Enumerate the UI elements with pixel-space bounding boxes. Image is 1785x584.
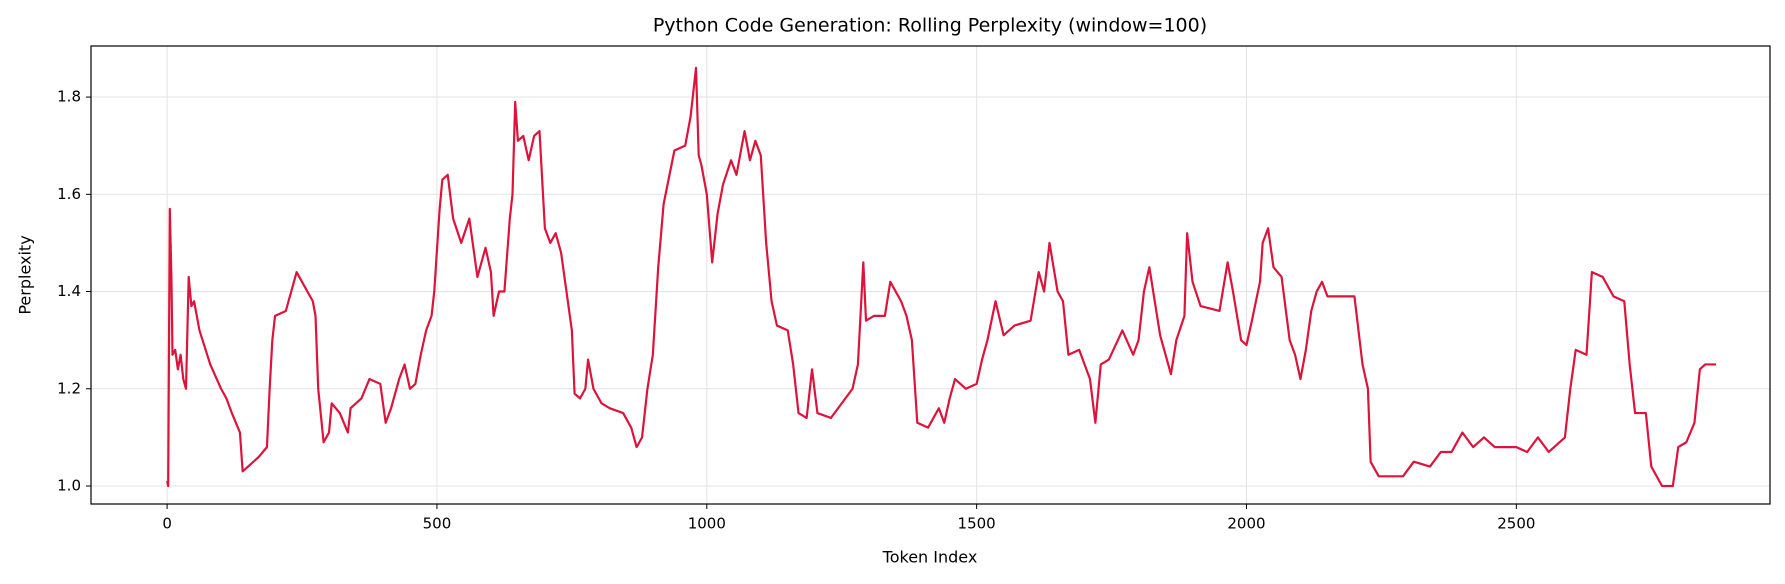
x-tick-label: 2000 xyxy=(1227,515,1265,533)
plot-frame xyxy=(90,45,1771,505)
x-tick-label: 1500 xyxy=(958,515,996,533)
x-axis-label: Token Index xyxy=(882,548,978,567)
y-tick-label: 1.2 xyxy=(57,379,81,397)
x-tick-label: 2500 xyxy=(1497,515,1535,533)
x-tick-label: 500 xyxy=(423,515,452,533)
y-tick-label: 1.0 xyxy=(57,477,81,495)
y-tick-label: 1.8 xyxy=(57,88,81,106)
data-line xyxy=(166,66,1717,488)
y-tick-label: 1.6 xyxy=(57,185,81,203)
chart-title: Python Code Generation: Rolling Perplexi… xyxy=(653,15,1207,37)
x-tick-label: 0 xyxy=(162,515,172,533)
y-axis-label: Perplexity xyxy=(16,235,35,314)
x-tick-label: 1000 xyxy=(688,515,726,533)
y-tick-label: 1.4 xyxy=(57,282,81,300)
